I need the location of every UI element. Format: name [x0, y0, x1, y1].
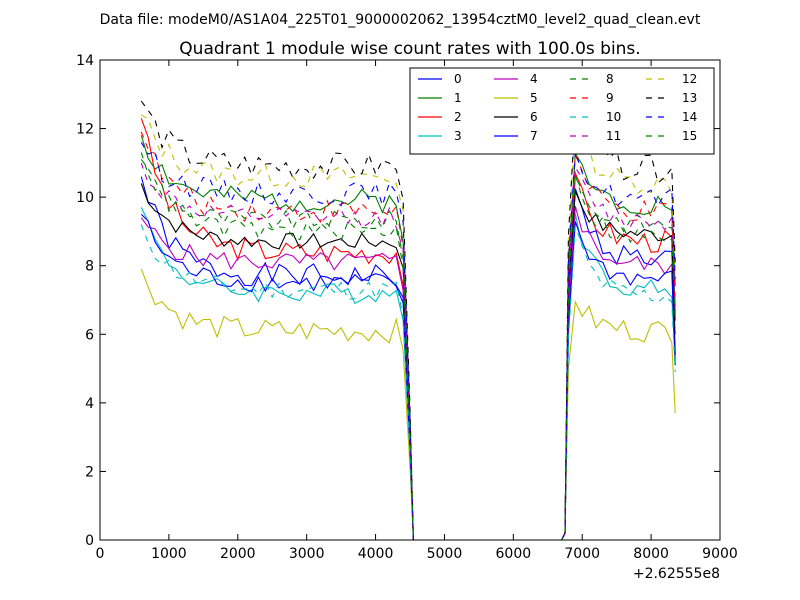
- series-line-3: [140, 207, 676, 541]
- series-line-12: [141, 114, 676, 541]
- x-tick-label: 8000: [633, 546, 669, 562]
- x-tick-label: 3000: [289, 546, 325, 562]
- y-tick-label: 6: [85, 327, 94, 343]
- y-tick-label: 12: [76, 122, 94, 138]
- plot-frame: [99, 59, 721, 541]
- series-line-0: [140, 176, 676, 541]
- axes-frame: [99, 59, 721, 541]
- y-tick-label: 14: [76, 53, 94, 69]
- legend-box: [409, 67, 715, 155]
- y-tick-label: 4: [85, 396, 94, 412]
- legend-label-2: 2: [454, 110, 462, 124]
- x-offset-label: +2.62555e8: [633, 566, 720, 582]
- suptitle: Data file: modeM0/AS1A04_225T01_90000020…: [100, 12, 701, 28]
- plot-lines: [140, 100, 676, 541]
- legend-label-4: 4: [530, 72, 538, 86]
- series-line-5: [140, 268, 676, 541]
- legend-label-6: 6: [530, 110, 538, 124]
- y-tick-label: 0: [85, 533, 94, 549]
- legend-label-11: 11: [606, 129, 621, 143]
- legend-label-5: 5: [530, 91, 538, 105]
- series-line-15: [140, 152, 676, 541]
- y-tick-labels: 0 2 4 6 8 10 12 14: [76, 53, 94, 549]
- legend-label-7: 7: [530, 129, 538, 143]
- series-line-11: [140, 162, 676, 541]
- series-line-1: [140, 135, 676, 541]
- legend-label-3: 3: [454, 129, 462, 143]
- legend-label-0: 0: [454, 72, 462, 86]
- series-line-4: [140, 206, 676, 541]
- x-tick-label: 9000: [702, 546, 738, 562]
- y-tick-label: 10: [76, 190, 94, 206]
- legend-label-9: 9: [606, 91, 614, 105]
- tick-marks: [99, 59, 721, 541]
- series-line-7: [140, 213, 676, 541]
- series-line-13: [140, 100, 676, 541]
- x-tick-label: 6000: [496, 546, 532, 562]
- series-line-2: [140, 118, 676, 541]
- y-tick-label: 8: [85, 259, 94, 275]
- x-tick-label: 5000: [427, 546, 463, 562]
- legend-label-15: 15: [682, 129, 697, 143]
- legend-label-10: 10: [606, 110, 621, 124]
- x-tick-label: 0: [96, 546, 105, 562]
- series-line-9: [140, 131, 676, 541]
- legend-label-12: 12: [682, 72, 697, 86]
- legend-label-14: 14: [682, 110, 697, 124]
- x-tick-label: 2000: [220, 546, 256, 562]
- legend-label-1: 1: [454, 91, 462, 105]
- series-line-6: [140, 183, 676, 541]
- x-tick-label: 4000: [358, 546, 394, 562]
- y-tick-label: 2: [85, 464, 94, 480]
- chart-title: Quadrant 1 module wise count rates with …: [179, 39, 640, 59]
- series-line-8: [140, 159, 676, 541]
- legend-label-13: 13: [682, 91, 697, 105]
- x-tick-label: 7000: [564, 546, 600, 562]
- legend-label-8: 8: [606, 72, 614, 86]
- x-tick-labels: 0 1000 2000 3000 4000 5000 6000 7000 8000 9000: [96, 546, 738, 562]
- series-line-14: [140, 142, 676, 541]
- x-tick-label: 1000: [151, 546, 187, 562]
